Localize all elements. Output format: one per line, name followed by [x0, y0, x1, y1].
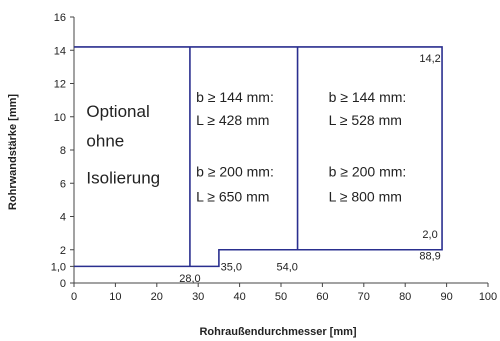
x-tick-label: 20: [151, 291, 163, 303]
region-line: Isolierung: [86, 168, 160, 187]
x-tick-labels: 0 10 20 30 40 50 60 70 80 90 100: [71, 291, 497, 303]
region-line: L ≥ 528 mm: [329, 112, 402, 128]
region-labels: Optional ohne Isolierung b ≥ 144 mm: L ≥ 428…: [86, 89, 406, 205]
y-tick-label: 12: [54, 79, 66, 91]
region-line: b ≥ 200 mm:: [196, 164, 274, 180]
y-tick-label: 16: [54, 12, 66, 24]
x-axis-label: Rohraußendurchmesser [mm]: [199, 326, 356, 338]
x-tick-label: 50: [275, 291, 287, 303]
region-line: L ≥ 800 mm: [329, 189, 402, 205]
axes: [70, 16, 489, 287]
y-tick-label: 8: [60, 145, 66, 157]
y-tick-labels: 0 2 4 6 8 10 12 14 16 1,0: [51, 12, 66, 290]
x-tick-label: 0: [71, 291, 77, 303]
region-line: L ≥ 428 mm: [196, 112, 269, 128]
value-label: 35,0: [221, 262, 242, 274]
y-tick-label: 2: [60, 245, 66, 257]
x-tick-label: 70: [358, 291, 370, 303]
x-tick-label: 80: [399, 291, 411, 303]
outline-line: [74, 46, 443, 268]
region-line: b ≥ 144 mm:: [329, 89, 407, 105]
x-tick-label: 10: [109, 291, 121, 303]
y-tick-label: 0: [60, 278, 66, 290]
x-tick-label: 30: [192, 291, 204, 303]
value-label: 28,0: [179, 273, 200, 285]
y-tick-label: 6: [60, 178, 66, 190]
y-tick-label: 1,0: [51, 261, 66, 273]
region-text: Optional ohne Isolierung: [86, 102, 160, 188]
region-text: b ≥ 144 mm: L ≥ 528 mm b ≥ 200 mm: L ≥ 800 …: [329, 89, 407, 205]
x-tick-label: 100: [479, 291, 497, 303]
x-tick-label: 90: [440, 291, 452, 303]
y-tick-label: 4: [60, 212, 66, 224]
value-label: 88,9: [419, 251, 440, 263]
region-text: b ≥ 144 mm: L ≥ 428 mm b ≥ 200 mm: L ≥ 650 …: [196, 89, 274, 205]
region-line: b ≥ 200 mm:: [329, 164, 407, 180]
value-labels: 14,2 2,0 88,9 28,0 35,0 54,0: [179, 53, 441, 285]
y-axis-label: Rohrwandstärke [mm]: [7, 94, 19, 210]
x-tick-label: 40: [233, 291, 245, 303]
value-label: 54,0: [276, 262, 297, 274]
y-tick-label: 10: [54, 112, 66, 124]
region-line: ohne: [86, 132, 124, 151]
region-line: L ≥ 650 mm: [196, 189, 269, 205]
y-tick-label: 14: [54, 45, 66, 57]
chart-lines: [74, 46, 443, 268]
value-label: 14,2: [419, 53, 440, 65]
region-line: b ≥ 144 mm:: [196, 89, 274, 105]
value-label: 2,0: [422, 229, 437, 241]
x-tick-label: 60: [316, 291, 328, 303]
region-line: Optional: [86, 102, 149, 121]
